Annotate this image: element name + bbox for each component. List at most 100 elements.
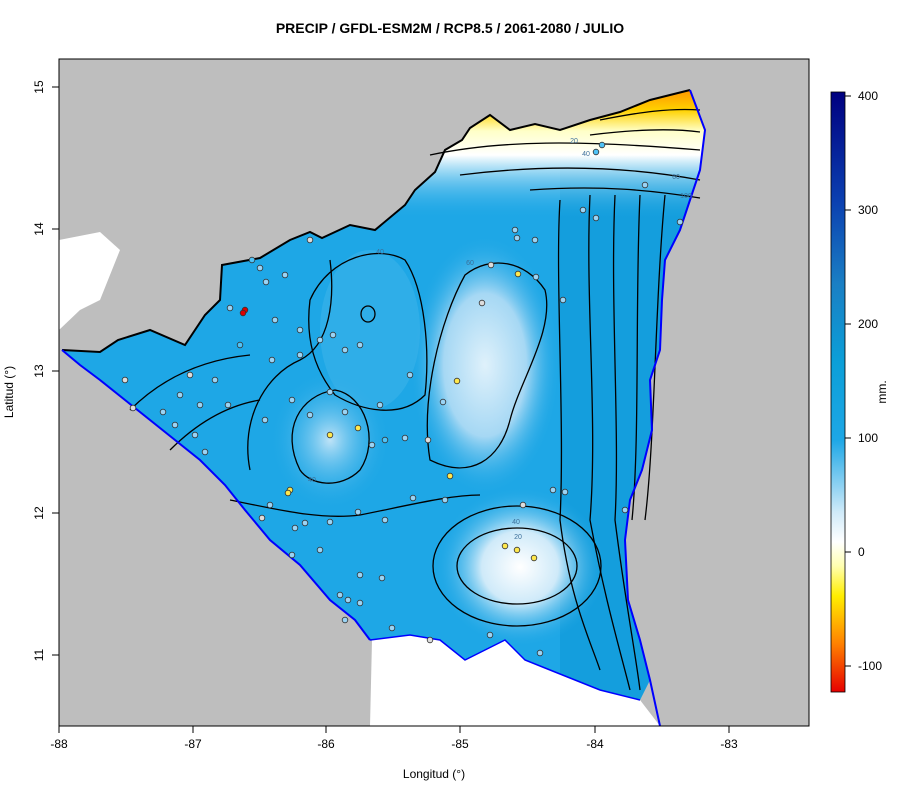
y-tick-label: 15: [32, 80, 46, 94]
station-marker: [268, 356, 276, 364]
pacific-coastline: [61, 349, 371, 641]
map-panel: 20 40 60 100 40 60 40 40 20: [59, 59, 809, 726]
caribbean-coastline: [623, 89, 707, 726]
x-tick-label: -86: [317, 737, 335, 751]
colorbar-tick-label: 200: [858, 317, 878, 331]
station-marker: [388, 624, 396, 632]
colorbar: [830, 91, 846, 693]
contour-label: 20: [570, 138, 578, 145]
y-tick-label: 13: [32, 364, 46, 378]
station-marker: [291, 524, 299, 532]
station-marker: [336, 591, 344, 599]
station-marker: [186, 371, 194, 379]
y-tick-label: 11: [32, 648, 46, 661]
station-marker: [549, 486, 557, 494]
station-marker: [344, 596, 352, 604]
station-marker: [191, 431, 199, 439]
station-marker: [592, 214, 600, 222]
x-tick-label: -87: [184, 737, 202, 751]
station-marker: [281, 271, 289, 279]
station-marker: [513, 546, 521, 554]
station-marker: [326, 431, 334, 439]
station-marker: [381, 516, 389, 524]
station-marker: [326, 388, 334, 396]
colorbar-tick-label: 300: [858, 203, 878, 217]
station-marker: [592, 148, 600, 156]
x-axis: -88 -87 -86 -85 -84 -83: [50, 726, 738, 751]
station-marker: [121, 376, 129, 384]
station-marker: [256, 264, 264, 272]
station-marker: [368, 441, 376, 449]
station-marker: [236, 341, 244, 349]
station-marker: [513, 234, 521, 242]
station-marker: [381, 436, 389, 444]
station-marker: [258, 514, 266, 522]
y-axis: 15 14 13 12 11: [32, 80, 59, 661]
station-marker: [239, 309, 247, 317]
station-marker: [326, 518, 334, 526]
station-marker: [536, 649, 544, 657]
contour-label: 100: [680, 193, 692, 200]
y-axis-label: Latitud (°): [2, 366, 16, 418]
station-marker: [486, 631, 494, 639]
station-marker: [226, 304, 234, 312]
station-marker: [224, 401, 232, 409]
contour-label: 40: [308, 477, 316, 484]
station-marker: [296, 326, 304, 334]
station-marker: [424, 436, 432, 444]
station-marker: [356, 571, 364, 579]
plot-frame: [58, 58, 810, 727]
station-marker: [329, 331, 337, 339]
station-marker: [176, 391, 184, 399]
contour-label: 40: [512, 519, 520, 526]
station-marker: [453, 377, 461, 385]
station-marker: [316, 546, 324, 554]
colorbar-tick-label: -100: [858, 659, 882, 673]
station-marker: [401, 434, 409, 442]
x-tick-label: -84: [586, 737, 604, 751]
northern-border: [61, 89, 691, 354]
costa-rica-white: [370, 635, 660, 726]
map-title: PRECIP / GFDL-ESM2M / RCP8.5 / 2061-2080…: [275, 20, 625, 36]
station-marker: [288, 396, 296, 404]
station-marker: [284, 489, 292, 497]
station-marker: [378, 574, 386, 582]
station-marker: [356, 341, 364, 349]
colorbar-tick-label: 0: [858, 545, 865, 559]
x-tick-label: -88: [50, 737, 68, 751]
station-marker: [356, 599, 364, 607]
station-marker: [641, 181, 649, 189]
contour-label: 20: [514, 534, 522, 541]
station-marker: [598, 141, 606, 149]
station-marker: [621, 506, 629, 514]
station-marker: [487, 261, 495, 269]
contour-labels: 20 40 60 100 40 60 40 40 20: [308, 138, 692, 541]
x-axis-label: Longitud (°): [403, 767, 465, 781]
station-marker: [262, 278, 270, 286]
station-marker: [532, 273, 540, 281]
station-marker: [676, 218, 684, 226]
contour-label: 60: [672, 174, 680, 181]
station-marker: [354, 424, 362, 432]
station-marker: [266, 501, 274, 509]
y-tick-label: 12: [32, 506, 46, 520]
station-marker: [561, 488, 569, 496]
station-marker: [201, 448, 209, 456]
station-marker: [446, 472, 454, 480]
station-marker: [196, 401, 204, 409]
caribbean-sea: [625, 59, 809, 726]
station-marker: [439, 398, 447, 406]
contour-lines: [129, 108, 701, 691]
contour-label: 40: [582, 151, 590, 158]
station-marker: [530, 554, 538, 562]
contour-label: 60: [466, 260, 474, 267]
station-marker: [296, 351, 304, 359]
station-marker: [306, 411, 314, 419]
station-marker: [248, 256, 256, 264]
x-tick-label: -83: [720, 737, 738, 751]
colorbar-tick-label: 100: [858, 431, 878, 445]
station-marker: [441, 496, 449, 504]
colorbar-ticks: 400 300 200 100 0 -100: [845, 89, 882, 673]
station-marker: [341, 616, 349, 624]
honduras-white: [59, 232, 120, 330]
